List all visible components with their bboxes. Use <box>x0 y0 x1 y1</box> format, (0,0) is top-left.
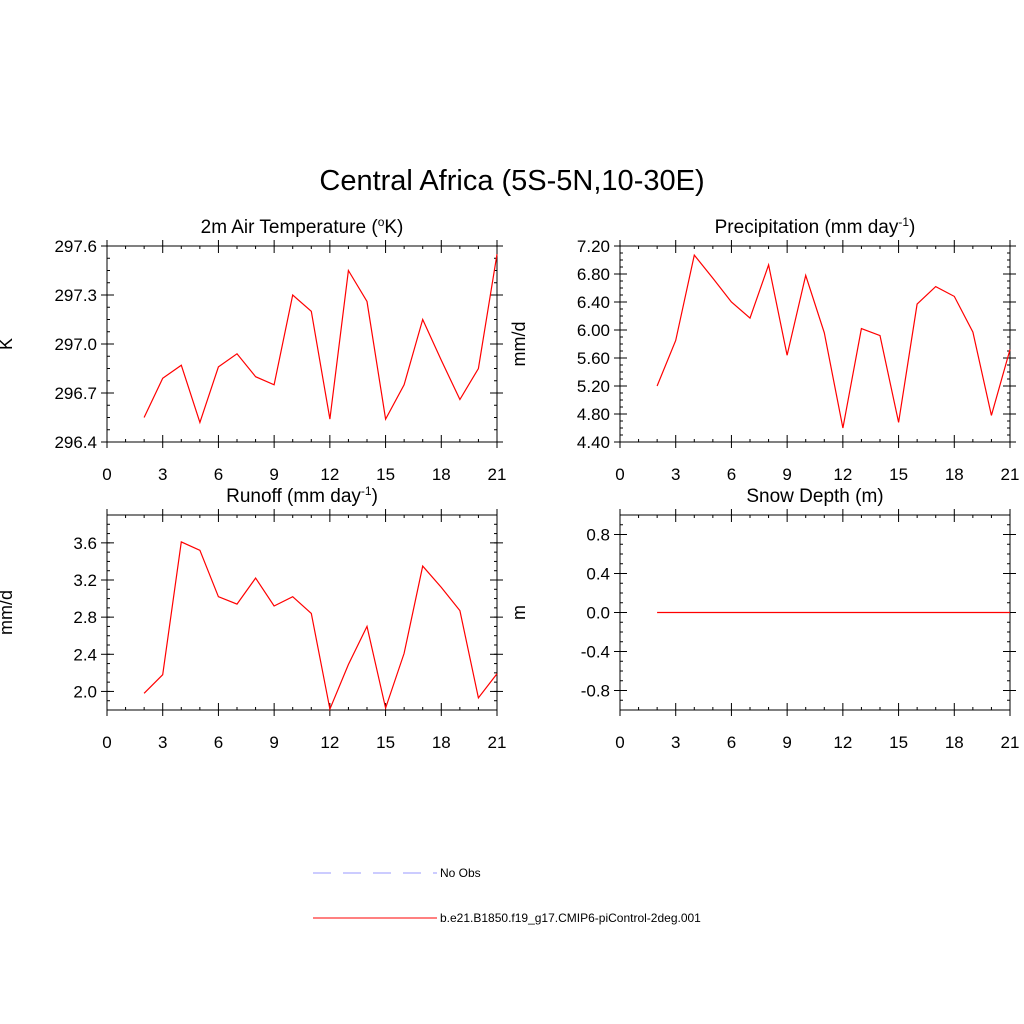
y-tick-label: 2.0 <box>73 682 97 701</box>
x-tick-label: 21 <box>1001 733 1020 752</box>
legend-label-model-run: b.e21.B1850.f19_g17.CMIP6-piControl-2deg… <box>440 911 701 925</box>
y-tick-label: 297.0 <box>54 335 97 354</box>
panel-snowdepth: Snow Depth (m) 0 3 6 9 12 15 18 21 -0.8 -0.4 0.0 0.4… <box>509 486 1019 752</box>
panel-tas: 2m Air Temperature (oK) 0 3 6 9 12 15 18 21 296.4… <box>0 215 506 484</box>
x-tick-label: 21 <box>488 733 507 752</box>
x-tick-label: 12 <box>833 465 852 484</box>
panel-pr: Precipitation (mm day-1) 0 3 6 9 12 15 18 21 4.40… <box>509 215 1019 484</box>
panel-runoff: Runoff (mm day-1) 0 3 6 9 12 15 18 21 2.0 2.4 2.8 3.… <box>0 484 506 752</box>
x-tick-label: 21 <box>488 465 507 484</box>
x-tick-label: 6 <box>727 465 736 484</box>
y-axis-label: mm/d <box>0 590 16 635</box>
panel-title: Runoff (mm day-1) <box>226 484 378 507</box>
x-tick-label: 15 <box>376 465 395 484</box>
x-tick-label: 9 <box>269 465 278 484</box>
y-axis-label: mm/d <box>509 322 529 367</box>
x-tick-label: 3 <box>158 465 167 484</box>
x-tick-label: 6 <box>727 733 736 752</box>
x-tick-label: 9 <box>782 465 791 484</box>
x-tick-label: 15 <box>889 733 908 752</box>
x-tick-label: 15 <box>889 465 908 484</box>
plot-frame <box>619 245 1011 443</box>
x-tick-label: 18 <box>432 733 451 752</box>
y-tick-label: 0.4 <box>586 565 610 584</box>
x-tick-label: 0 <box>615 733 624 752</box>
panel-title: Precipitation (mm day-1) <box>715 215 916 238</box>
panel-title: Snow Depth (m) <box>746 486 883 507</box>
y-tick-label: 0.8 <box>586 526 610 545</box>
plot-frame <box>106 514 498 711</box>
series-line <box>143 541 498 712</box>
x-tick-label: 18 <box>945 733 964 752</box>
x-tick-label: 18 <box>945 465 964 484</box>
y-tick-label: 296.7 <box>54 384 97 403</box>
x-tick-label: 9 <box>782 733 791 752</box>
x-tick-label: 3 <box>671 465 680 484</box>
x-tick-label: 6 <box>214 465 223 484</box>
y-tick-label: 7.20 <box>577 237 610 256</box>
legend-label-no-obs: No Obs <box>440 866 481 880</box>
y-tick-label: 4.80 <box>577 405 610 424</box>
plot-frame <box>106 245 498 443</box>
y-tick-label: 296.4 <box>54 433 97 452</box>
x-tick-label: 12 <box>320 733 339 752</box>
y-axis-label: m <box>509 605 529 620</box>
x-tick-label: 15 <box>376 733 395 752</box>
x-tick-label: 6 <box>214 733 223 752</box>
x-tick-label: 12 <box>320 465 339 484</box>
y-tick-label: 2.4 <box>73 645 97 664</box>
panel-title: 2m Air Temperature (oK) <box>201 215 404 238</box>
y-tick-label: 297.3 <box>54 286 97 305</box>
y-tick-label: 3.2 <box>73 571 97 590</box>
y-tick-label: 5.20 <box>577 377 610 396</box>
x-tick-label: 3 <box>158 733 167 752</box>
y-axis-label: K <box>0 338 16 350</box>
y-tick-label: 297.6 <box>54 237 97 256</box>
y-tick-label: 6.00 <box>577 321 610 340</box>
legend: No Obs b.e21.B1850.f19_g17.CMIP6-piContr… <box>313 866 701 925</box>
y-tick-label: 6.80 <box>577 265 610 284</box>
x-tick-label: 0 <box>102 733 111 752</box>
x-tick-label: 0 <box>102 465 111 484</box>
y-tick-label: -0.8 <box>581 682 610 701</box>
x-tick-label: 3 <box>671 733 680 752</box>
y-tick-label: 2.8 <box>73 608 97 627</box>
x-tick-label: 9 <box>269 733 278 752</box>
series-line <box>143 254 498 425</box>
panels-group: 2m Air Temperature (oK) 0 3 6 9 12 15 18 21 296.4… <box>0 215 1019 752</box>
figure-title: Central Africa (5S-5N,10-30E) <box>319 165 704 197</box>
series-line <box>656 253 1011 429</box>
x-tick-label: 12 <box>833 733 852 752</box>
y-tick-label: 0.0 <box>586 604 610 623</box>
x-tick-label: 18 <box>432 465 451 484</box>
y-tick-label: 6.40 <box>577 293 610 312</box>
x-tick-label: 21 <box>1001 465 1020 484</box>
y-tick-label: 3.6 <box>73 534 97 553</box>
y-tick-label: 4.40 <box>577 433 610 452</box>
y-tick-label: 5.60 <box>577 349 610 368</box>
x-tick-label: 0 <box>615 465 624 484</box>
y-tick-label: -0.4 <box>581 643 610 662</box>
